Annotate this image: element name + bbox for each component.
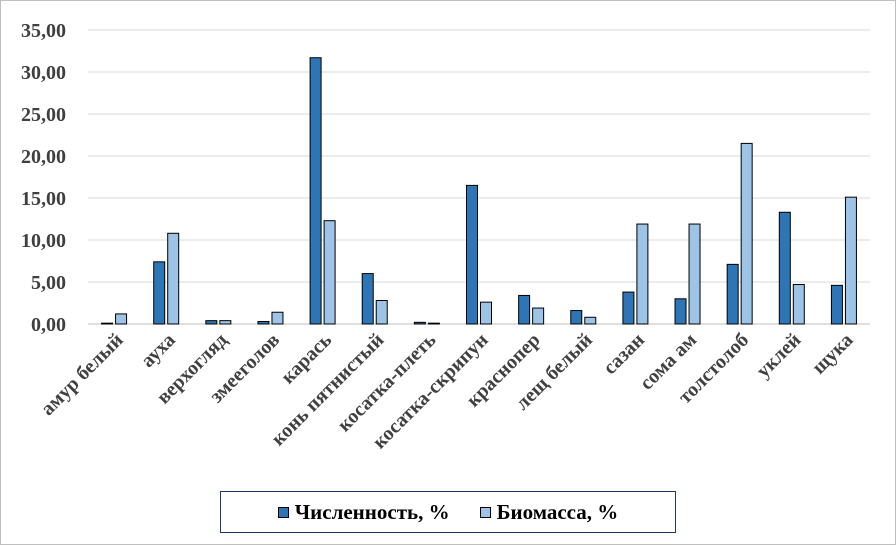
bar-count [622,291,635,325]
bar-count [413,321,426,325]
legend-item-biomass: Биомасса, % [479,499,619,525]
bar-count [466,184,478,325]
y-tick-label: 20,00 [21,146,66,168]
legend: Численность, % Биомасса, % [220,491,676,533]
y-tick-label: 0,00 [31,314,66,336]
bar-biomass [323,220,336,325]
bar-count [361,273,374,325]
bar-biomass [271,311,284,325]
bar-biomass [740,142,753,325]
bar-biomass [792,284,805,325]
bar-count [518,294,531,325]
legend-item-count: Численность, % [277,499,450,525]
bar-count [778,211,791,325]
bar-biomass [219,320,232,325]
bar-count [101,322,114,325]
bar-biomass [167,232,180,325]
bar-count [830,284,843,325]
bar-biomass [427,322,440,325]
x-axis-ticks: амур белый аухаверхоглядзмееголовкарасько… [37,329,858,454]
y-tick-label: 5,00 [31,272,66,294]
x-tick-label: уклей [752,329,805,382]
bar-count [153,261,166,325]
bar-biomass [688,223,701,325]
y-tick-label: 25,00 [21,104,66,126]
y-tick-label: 30,00 [21,62,66,84]
legend-swatch-count [277,506,289,518]
x-tick-label: амур белый [37,329,128,420]
bar-biomass [636,223,649,325]
bar-count [570,310,583,325]
bars [101,57,857,325]
legend-swatch-biomass [479,506,491,518]
x-tick-label: щука [808,329,858,379]
bar-count [309,57,322,325]
x-tick-label: ауха [137,329,180,372]
bar-biomass [115,313,128,325]
bar-biomass [844,196,857,325]
bar-biomass [375,299,388,325]
bar-count [674,298,687,325]
bar-biomass [480,301,492,325]
gridlines [88,29,870,325]
legend-label-biomass: Биомасса, % [496,499,619,524]
bar-biomass [584,316,597,325]
bar-biomass [532,307,545,325]
y-tick-label: 10,00 [21,230,66,252]
bar-count [257,320,270,325]
x-tick-label: сазан [599,329,649,379]
bar-count [205,320,218,325]
bar-count [726,263,739,325]
y-tick-label: 15,00 [21,188,66,210]
legend-label-count: Численность, % [294,499,450,524]
y-tick-label: 35,00 [21,20,66,42]
y-axis-ticks: 0,00 5,00 10,00 15,00 20,00 25,00 30,00 35,00 [21,20,66,336]
